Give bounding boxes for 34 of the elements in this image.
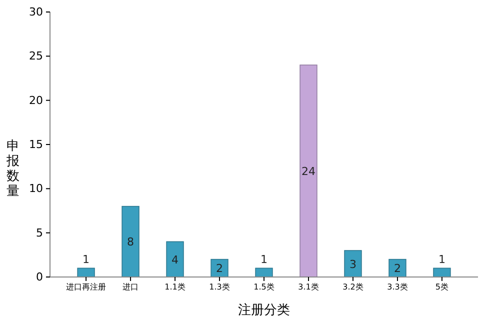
- x-tick-label: 1.1类: [164, 282, 186, 292]
- bar: [433, 268, 451, 278]
- data-label: 1: [260, 253, 268, 266]
- y-tick-label: 30: [29, 6, 43, 19]
- data-label: 2: [394, 262, 401, 276]
- x-tick-label: 1.5类: [254, 282, 274, 292]
- data-label: 2: [216, 262, 224, 276]
- x-tick-label: 进口再注册: [66, 282, 106, 292]
- data-label: 1: [438, 253, 446, 266]
- x-tick-label: 1.3类: [209, 282, 230, 292]
- x-axis-title: 注册分类: [238, 303, 290, 318]
- bar: [255, 268, 273, 278]
- bar: [122, 206, 140, 278]
- y-tick-label: 25: [29, 50, 43, 63]
- x-tick-label: 进口: [122, 282, 139, 292]
- x-tick-label: 3.1类: [298, 282, 319, 292]
- bar: [344, 250, 362, 278]
- data-label: 24: [301, 165, 316, 178]
- x-tick-label: 3.2类: [342, 282, 364, 292]
- x-tick-label: 3.3类: [387, 282, 408, 292]
- data-label: 3: [349, 258, 356, 271]
- bar: [300, 64, 318, 278]
- bar: [77, 268, 95, 278]
- data-label: 8: [127, 236, 134, 249]
- y-tick-label: 0: [36, 270, 43, 284]
- data-label: 4: [172, 253, 179, 266]
- y-tick-label: 15: [29, 138, 43, 152]
- bar: [166, 241, 184, 278]
- y-tick-label: 5: [36, 226, 43, 240]
- y-tick-label: 10: [29, 182, 43, 196]
- x-tick-label: 5类: [435, 282, 449, 292]
- data-label: 1: [82, 253, 90, 266]
- y-tick-label: 20: [29, 94, 43, 107]
- y-axis-title: 申报数量: [6, 139, 20, 199]
